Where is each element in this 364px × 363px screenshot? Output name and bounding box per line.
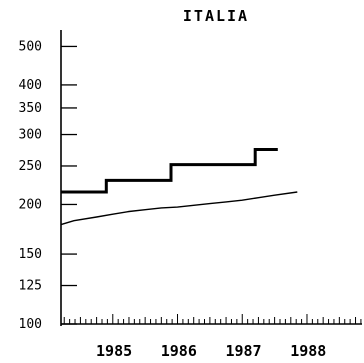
y-tick-label: 100 <box>19 317 42 332</box>
x-tick-label: 1987 <box>225 342 261 360</box>
chart-title: ITALIA <box>183 7 249 25</box>
y-tick-label: 400 <box>19 78 42 93</box>
y-tick-label: 200 <box>19 197 42 212</box>
axes: 100 125 150 200 250 300 350 400 500 1985 1986 1987 1… <box>19 30 362 360</box>
series-line-step <box>61 148 278 194</box>
y-tick-label: 125 <box>19 279 42 294</box>
y-tick-label: 150 <box>19 247 42 262</box>
x-tick-label: 1988 <box>290 342 326 360</box>
series-line-trend <box>60 191 298 226</box>
plot-area <box>60 148 298 226</box>
y-tick-label: 300 <box>19 128 42 143</box>
y-tick-label: 250 <box>19 159 42 174</box>
x-tick-label: 1985 <box>96 342 132 360</box>
y-tick-label: 500 <box>19 39 42 54</box>
y-tick-label: 350 <box>19 101 42 116</box>
x-tick-label: 1986 <box>161 342 197 360</box>
